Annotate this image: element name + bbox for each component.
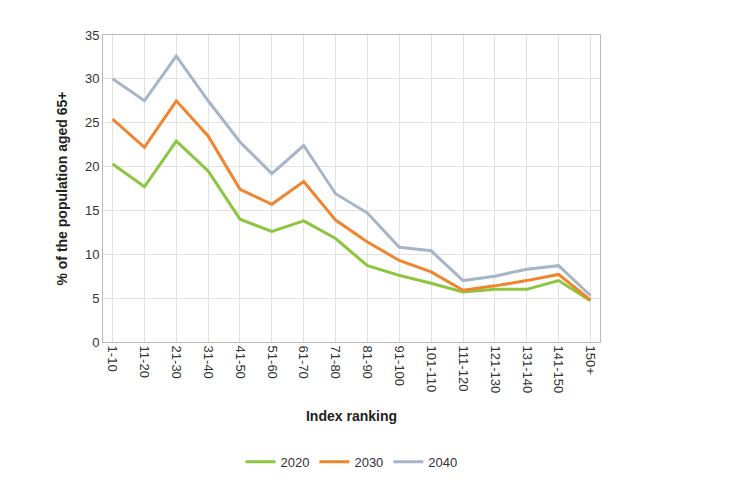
svg-text:25: 25: [85, 115, 99, 130]
svg-text:111-120: 111-120: [456, 346, 471, 392]
svg-text:51-60: 51-60: [265, 346, 280, 379]
svg-text:15: 15: [85, 203, 99, 218]
svg-text:71-80: 71-80: [328, 346, 343, 379]
svg-text:31-40: 31-40: [201, 346, 216, 379]
svg-text:101-110: 101-110: [424, 346, 439, 393]
svg-text:2020: 2020: [281, 455, 310, 470]
svg-text:5: 5: [92, 291, 99, 306]
svg-text:Index ranking: Index ranking: [306, 408, 397, 424]
svg-text:150+: 150+: [583, 346, 598, 375]
svg-text:2040: 2040: [428, 455, 457, 470]
svg-text:91-100: 91-100: [392, 346, 407, 386]
svg-text:81-90: 81-90: [360, 346, 375, 379]
svg-text:20: 20: [85, 159, 99, 174]
svg-text:35: 35: [85, 28, 99, 43]
svg-text:41-50: 41-50: [233, 346, 248, 379]
svg-text:141-150: 141-150: [551, 346, 566, 394]
svg-text:10: 10: [85, 247, 99, 262]
svg-text:0: 0: [92, 335, 99, 350]
svg-text:21-30: 21-30: [169, 346, 184, 379]
svg-text:% of the population aged 65+: % of the population aged 65+: [54, 91, 70, 285]
svg-text:1-10: 1-10: [105, 346, 120, 372]
svg-text:30: 30: [85, 71, 99, 86]
svg-text:2030: 2030: [354, 455, 383, 470]
svg-text:61-70: 61-70: [296, 346, 311, 379]
svg-text:121-130: 121-130: [488, 346, 503, 394]
svg-text:131-140: 131-140: [519, 346, 534, 394]
svg-text:11-20: 11-20: [137, 346, 152, 378]
